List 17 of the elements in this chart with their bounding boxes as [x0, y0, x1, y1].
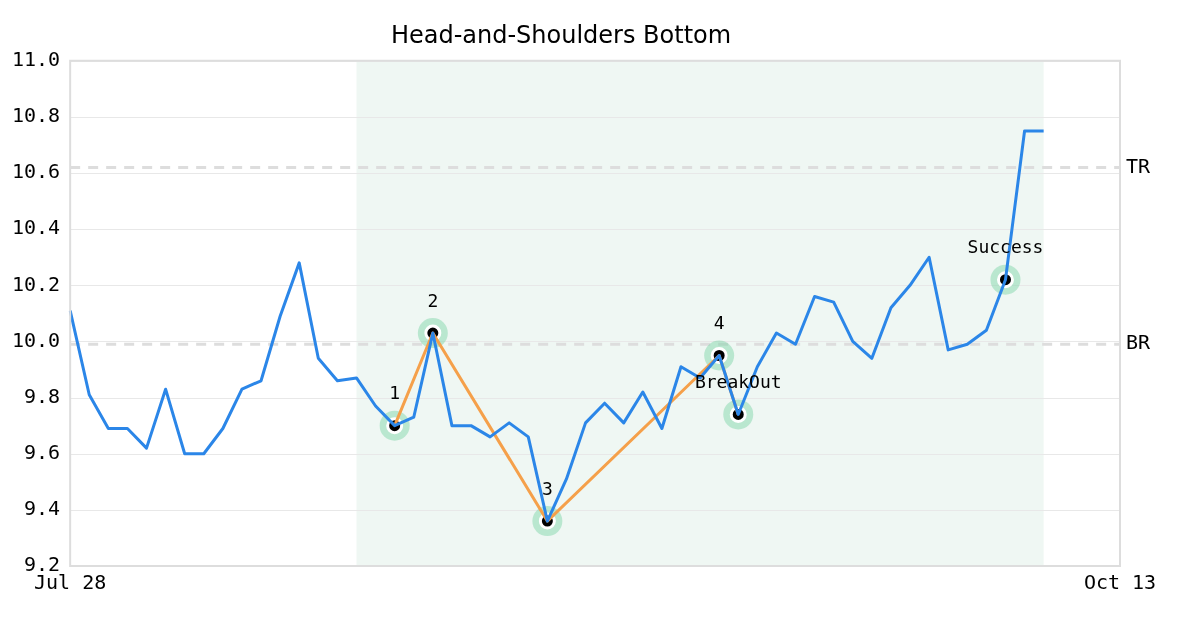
y-tick-label: 10.8: [11, 103, 61, 128]
annotation: 4: [713, 312, 725, 334]
chart-title: Head-and-Shoulders Bottom: [390, 20, 732, 49]
annotation: 1: [389, 382, 401, 404]
ref-line-label: TR: [1126, 153, 1152, 178]
y-tick-label: 10.4: [11, 215, 61, 240]
y-tick-label: 9.6: [24, 439, 61, 464]
y-tick-label: 10.2: [11, 271, 61, 296]
y-tick-label: 9.4: [24, 496, 61, 521]
y-tick-label: 11.0: [11, 47, 61, 71]
y-tick-label: 9.8: [24, 383, 61, 408]
annotation: 2: [427, 289, 439, 311]
y-tick-label: 10.0: [11, 327, 61, 352]
x-tick-label: Oct 13: [1083, 570, 1157, 595]
annotation: 3: [541, 477, 553, 499]
ref-line-label: BR: [1126, 330, 1152, 355]
y-tick-label: 10.6: [11, 159, 61, 184]
